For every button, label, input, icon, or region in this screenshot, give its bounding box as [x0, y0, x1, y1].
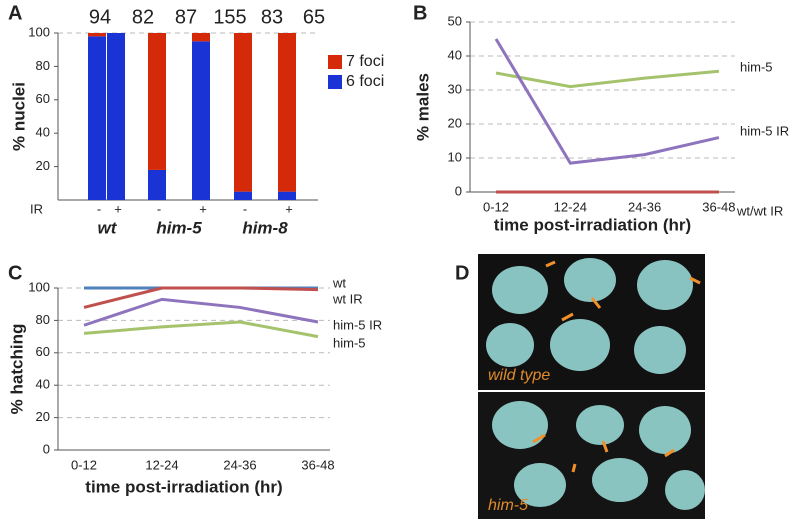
bar-segment	[88, 36, 106, 201]
x-tick-label: 36-48	[702, 199, 735, 214]
series-label: him-5	[333, 335, 366, 350]
x-tick-label: 0-12	[71, 457, 97, 472]
bar-segment	[234, 33, 252, 192]
y-tick-label: 50	[448, 13, 462, 28]
y-tick-label: 40	[36, 377, 50, 392]
y-axis-label: % males	[413, 73, 432, 141]
x-tick-label: -	[157, 201, 161, 216]
series-label: wt	[332, 275, 346, 290]
y-tick-label: 10	[448, 149, 462, 164]
y-tick-label: 60	[36, 344, 50, 359]
bar-segment	[192, 33, 210, 42]
group-label: wt	[98, 218, 118, 237]
arrows	[532, 260, 701, 473]
bar-segment	[278, 191, 296, 200]
series-label: him-5	[740, 59, 773, 74]
series-label: wt IR	[332, 291, 363, 306]
y-tick-label: 60	[36, 91, 50, 106]
legend-swatch	[328, 75, 342, 89]
panel-label: B	[413, 2, 427, 24]
x-tick-label: +	[285, 201, 293, 216]
y-tick-label: 80	[36, 312, 50, 327]
count-label: 94	[89, 6, 111, 28]
image-caption: him-5	[488, 497, 528, 514]
category-title: IR	[30, 201, 43, 216]
x-tick-label: +	[114, 201, 122, 216]
line-series	[83, 286, 319, 309]
count-label: 83	[261, 6, 283, 28]
x-tick-label: 12-24	[554, 199, 587, 214]
line-series	[495, 69, 720, 89]
x-tick-label: 0-12	[483, 199, 509, 214]
legend-label: 7 foci	[346, 53, 384, 70]
group-label: him-8	[242, 218, 288, 237]
line-series	[83, 297, 319, 327]
y-tick-label: 30	[448, 81, 462, 96]
y-tick-label: 20	[36, 409, 50, 424]
x-tick-label: -	[243, 201, 247, 216]
y-tick-label: 0	[455, 183, 462, 198]
y-tick-label: 100	[28, 279, 50, 294]
bar-segment	[107, 33, 125, 200]
x-tick-label: 24-36	[223, 457, 256, 472]
bar-segment	[88, 33, 106, 37]
bar-segment	[192, 41, 210, 200]
x-tick-label: 24-36	[628, 199, 661, 214]
series-label: him-5 IR	[740, 123, 789, 138]
series-label: him-5 IR	[333, 317, 382, 332]
count-label: 155	[213, 6, 246, 28]
line-series	[494, 38, 720, 165]
count-label: 82	[132, 6, 154, 28]
y-axis-label: % hatching	[7, 324, 26, 415]
x-axis-label: time post-irradiation (hr)	[85, 477, 282, 496]
y-tick-label: 40	[36, 125, 50, 140]
y-axis-label: % nuclei	[9, 82, 28, 151]
legend-swatch	[328, 55, 342, 69]
image-caption: wild type	[488, 367, 550, 384]
bar-segment	[148, 169, 166, 200]
group-label: him-5	[156, 218, 202, 237]
panel-label: A	[8, 2, 22, 24]
panel-label: C	[8, 262, 22, 284]
bar-segment	[148, 33, 166, 170]
line-series	[83, 320, 319, 339]
y-tick-label: 20	[36, 158, 50, 173]
legend-label: 6 foci	[346, 73, 384, 90]
y-tick-label: 100	[28, 24, 50, 39]
y-tick-label: 20	[448, 115, 462, 130]
x-tick-label: +	[199, 201, 207, 216]
panel-label: D	[455, 262, 469, 284]
count-label: 87	[175, 6, 197, 28]
y-tick-label: 0	[43, 441, 50, 456]
count-label: 65	[303, 6, 325, 28]
x-tick-label: 36-48	[301, 457, 334, 472]
x-tick-label: -	[97, 201, 101, 216]
y-tick-label: 40	[448, 47, 462, 62]
nuclei	[486, 258, 705, 510]
y-tick-label: 80	[36, 58, 50, 73]
series-label: wt/wt IR	[736, 203, 783, 218]
panel-d: wild type him-5	[478, 254, 705, 519]
x-axis-label: time post-irradiation (hr)	[494, 215, 691, 234]
bar-segment	[234, 191, 252, 200]
bar-segment	[278, 33, 296, 192]
x-tick-label: 12-24	[145, 457, 178, 472]
